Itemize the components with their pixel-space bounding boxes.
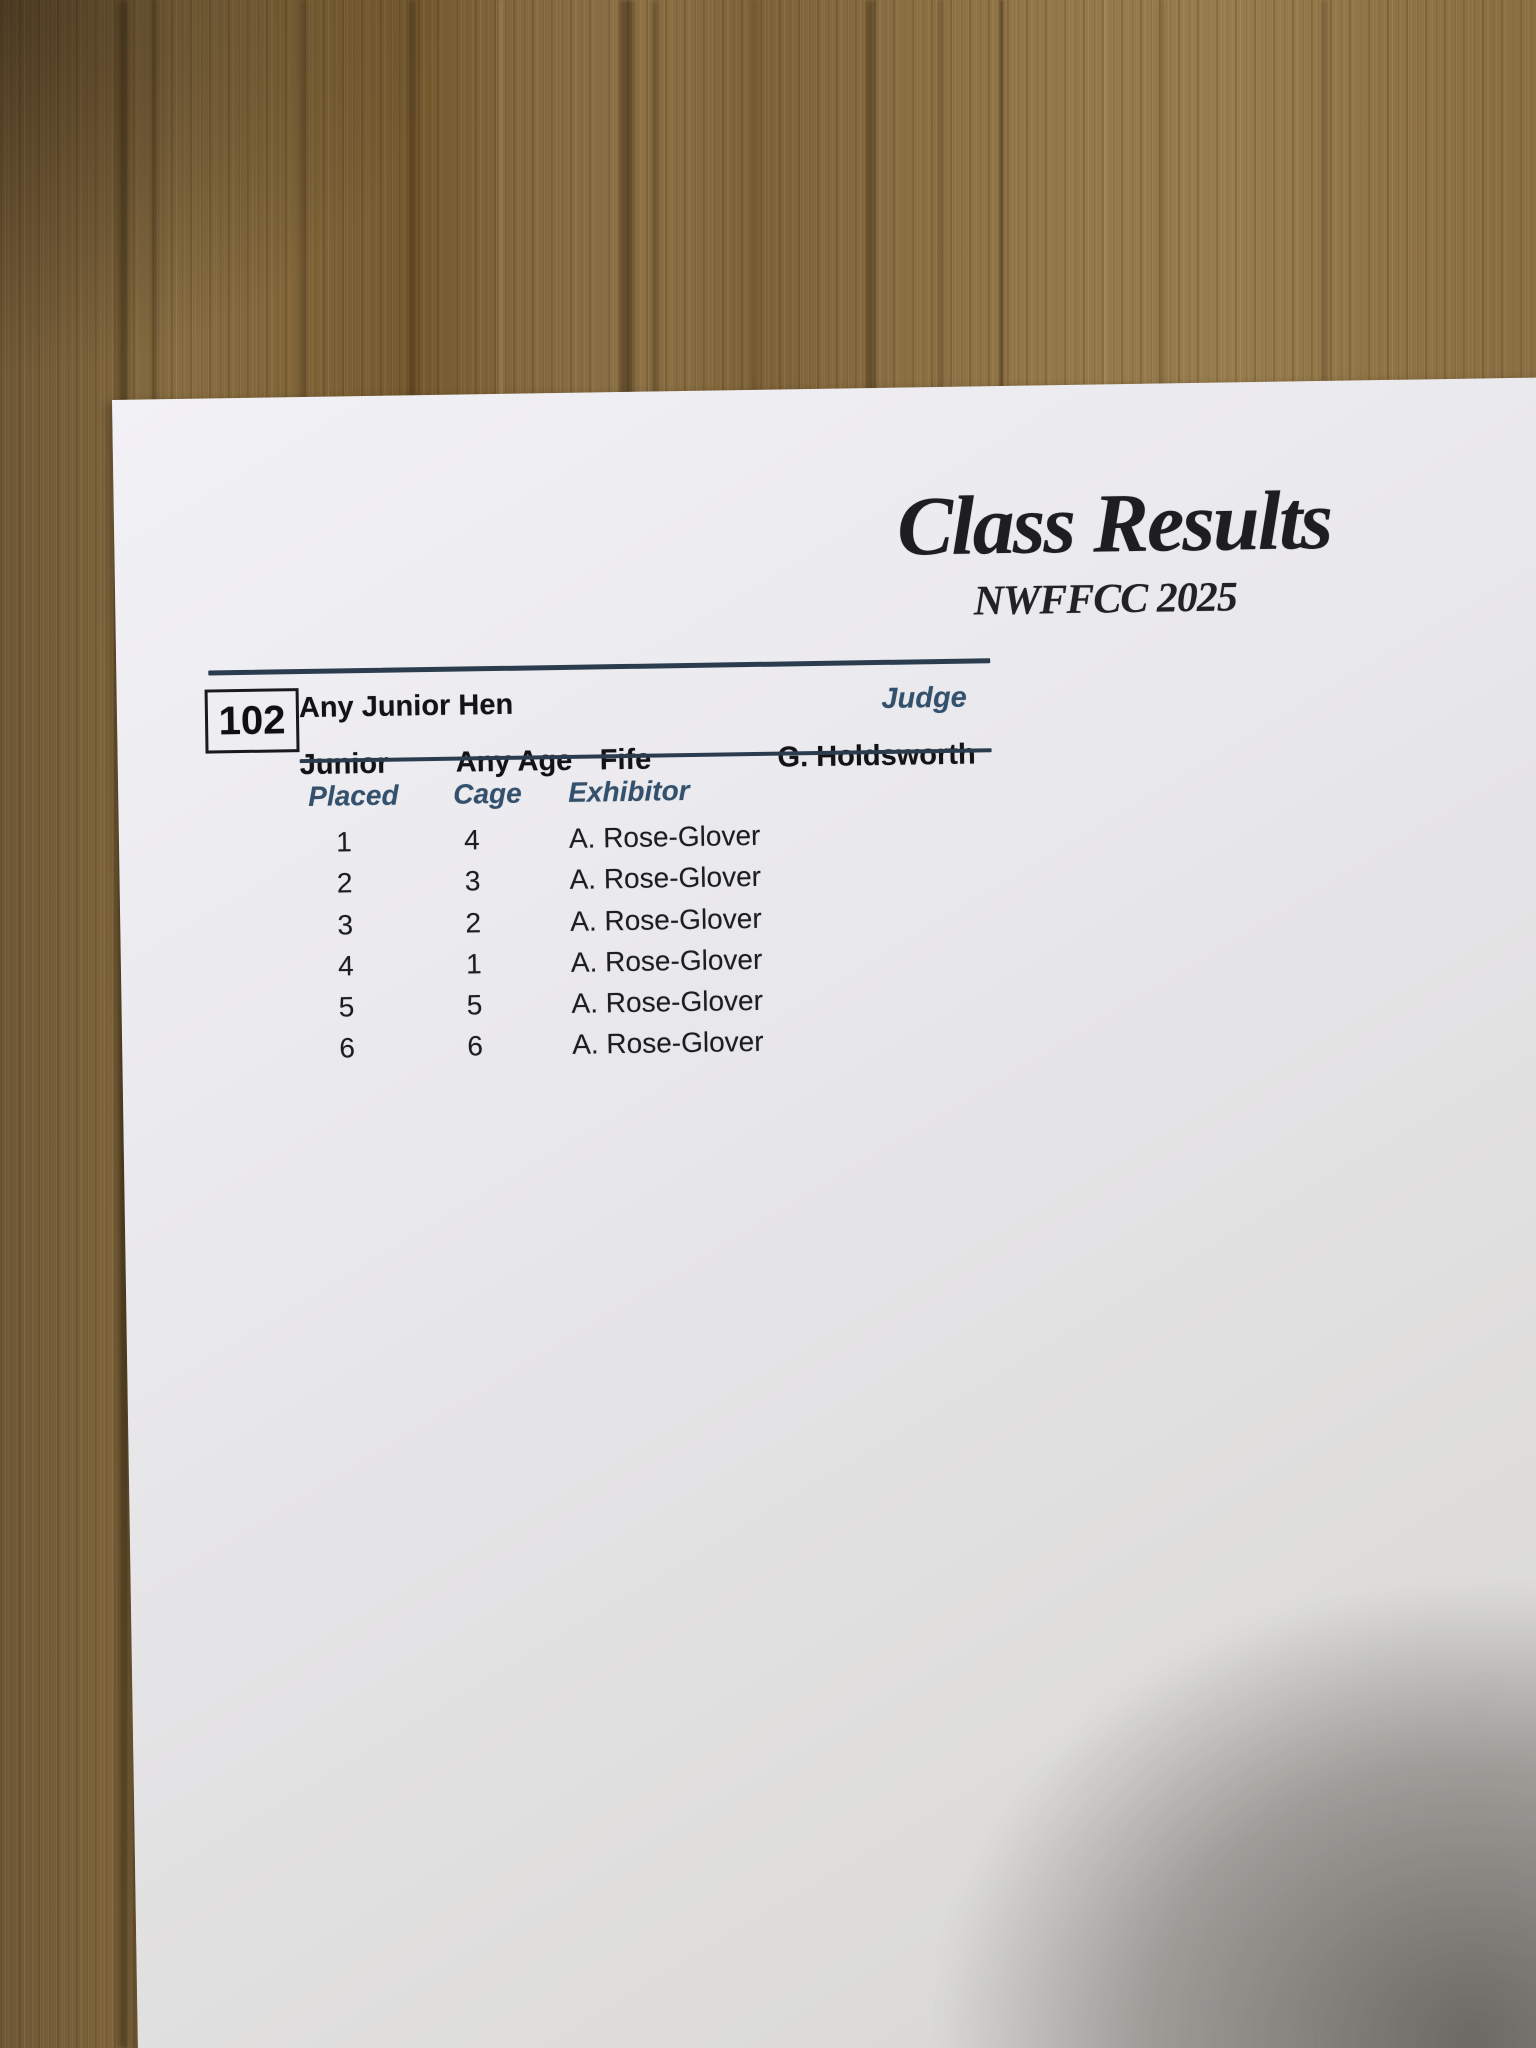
cell-cage: 3 bbox=[464, 865, 481, 897]
column-header-cage: Cage bbox=[452, 777, 522, 810]
cell-placed: 2 bbox=[336, 867, 353, 899]
judge-label: Judge bbox=[881, 681, 968, 715]
cell-placed: 5 bbox=[338, 991, 355, 1023]
cell-cage: 5 bbox=[466, 989, 483, 1021]
class-name: Any Junior Hen bbox=[298, 688, 514, 725]
judge-name: G. Holdsworth bbox=[777, 738, 976, 774]
cell-placed: 6 bbox=[339, 1032, 356, 1064]
column-header-placed: Placed bbox=[308, 779, 399, 812]
cell-exhibitor: A. Rose-Glover bbox=[569, 861, 762, 896]
page-title: Class Results bbox=[896, 473, 1332, 574]
class-age-group: Junior bbox=[299, 747, 389, 782]
class-number-box: 102 bbox=[204, 688, 300, 754]
class-breed: Fife bbox=[599, 743, 652, 777]
cell-exhibitor: A. Rose-Glover bbox=[570, 943, 763, 978]
page-subtitle: NWFFCC 2025 bbox=[973, 574, 1238, 625]
header-rule-top bbox=[208, 658, 991, 676]
cell-cage: 2 bbox=[465, 906, 482, 939]
results-rows: 1 4 A. Rose-Glover 2 3 A. Rose-Glover 3 … bbox=[119, 812, 1123, 1108]
column-header-exhibitor: Exhibitor bbox=[567, 774, 690, 808]
cell-cage: 4 bbox=[463, 824, 480, 856]
cell-placed: 1 bbox=[335, 826, 352, 858]
cell-exhibitor: A. Rose-Glover bbox=[571, 985, 764, 1020]
cell-cage: 6 bbox=[467, 1030, 484, 1062]
cell-placed: 3 bbox=[337, 908, 354, 941]
cell-exhibitor: A. Rose-Glover bbox=[571, 1026, 764, 1061]
cell-exhibitor: A. Rose-Glover bbox=[568, 819, 761, 854]
cell-cage: 1 bbox=[465, 948, 482, 980]
cell-placed: 4 bbox=[337, 950, 354, 982]
cell-exhibitor: A. Rose-Glover bbox=[569, 902, 762, 937]
class-number: 102 bbox=[218, 698, 286, 744]
results-sheet: Class Results NWFFCC 2025 102 Any Junior… bbox=[112, 376, 1536, 2048]
class-age-category: Any Age bbox=[455, 744, 573, 779]
